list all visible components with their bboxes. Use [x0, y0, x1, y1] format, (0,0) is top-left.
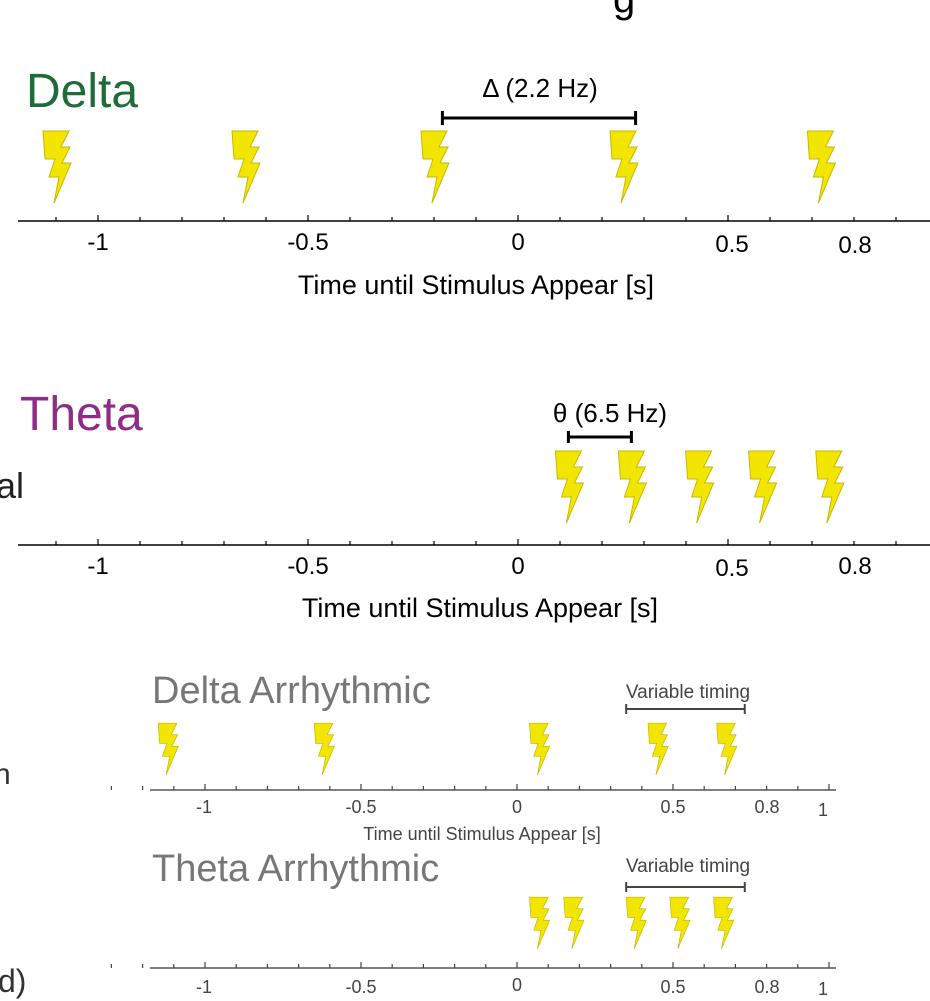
cropped-fragment-d: d) [0, 963, 26, 999]
lightning-bolt-icon [231, 130, 261, 204]
theta-tick-label: -0.5 [287, 553, 328, 580]
delta-tick-label: 0 [511, 229, 524, 256]
lightning-bolt-icon [554, 450, 584, 524]
theta-arrhythmic-tick-label: 0.8 [754, 977, 779, 997]
lightning-bolt-icon [713, 896, 735, 950]
cropped-fragment-n: n [0, 758, 11, 791]
theta-arrhythmic-tick-label: -0.5 [345, 977, 376, 997]
cropped-fragment-top: g [613, 0, 635, 21]
theta-arrhythmic-tick-label: 1 [818, 979, 828, 999]
lightning-bolt-icon [669, 896, 691, 950]
theta-tick-labels: -1 -0.5 0 0.5 0.8 [87, 553, 871, 582]
delta-tick-label: -1 [87, 229, 108, 256]
delta-arrhythmic-bolts [157, 722, 738, 776]
theta-arrhythmic-tick-label: -1 [196, 977, 212, 997]
lightning-bolt-icon [647, 722, 669, 776]
theta-arrhythmic-panel: Theta Arrhythmic Variable timing -1 -0.5… [110, 848, 836, 999]
lightning-bolt-icon [716, 722, 738, 776]
lightning-bolt-icon [313, 722, 335, 776]
lightning-bolt-icon [420, 130, 450, 204]
theta-arrhythmic-axis-ticks [110, 962, 830, 968]
lightning-bolt-icon [563, 896, 585, 950]
delta-arrhythmic-tick-label: 0 [512, 797, 522, 817]
delta-tick-label: -0.5 [287, 229, 328, 256]
theta-bolts [554, 450, 845, 524]
delta-tick-label: 0.8 [838, 232, 871, 259]
delta-interval-label: Δ (2.2 Hz) [482, 73, 598, 103]
lightning-bolt-icon [625, 896, 647, 950]
delta-arrhythmic-tick-label: 0.8 [754, 797, 779, 817]
theta-interval-label: θ (6.5 Hz) [553, 398, 667, 428]
delta-bolts [42, 130, 836, 204]
lightning-bolt-icon [806, 130, 836, 204]
lightning-bolt-icon [529, 722, 551, 776]
delta-arrhythmic-axis-ticks [110, 784, 830, 790]
lightning-bolt-icon [815, 450, 845, 524]
lightning-bolt-icon [157, 722, 179, 776]
delta-tick-labels: -1 -0.5 0 0.5 0.8 [87, 229, 871, 259]
theta-axis-ticks [55, 539, 897, 545]
theta-arrhythmic-interval-label: Variable timing [626, 856, 750, 877]
theta-tick-label: 0 [511, 553, 524, 580]
delta-axis-label: Time until Stimulus Appear [s] [298, 270, 654, 300]
lightning-bolt-icon [529, 896, 551, 950]
lightning-bolt-icon [617, 450, 647, 524]
delta-arrhythmic-tick-label: 1 [818, 800, 828, 820]
theta-arrhythmic-tick-label: 0.5 [660, 977, 685, 997]
delta-title: Delta [26, 65, 138, 118]
cropped-fragment-al: al [0, 465, 24, 506]
delta-arrhythmic-panel: Delta Arrhythmic Variable timing -1 -0.5… [110, 670, 836, 844]
theta-arrhythmic-tick-label: 0 [512, 975, 522, 995]
delta-arrhythmic-tick-label: -1 [196, 797, 212, 817]
delta-arrhythmic-axis-label: Time until Stimulus Appear [s] [363, 824, 600, 844]
theta-arrhythmic-title: Theta Arrhythmic [152, 848, 439, 890]
theta-panel: Theta θ (6.5 Hz) -1 -0.5 0 0.5 0.8 Time … [18, 388, 930, 623]
delta-arrhythmic-title: Delta Arrhythmic [152, 670, 431, 712]
lightning-bolt-icon [748, 450, 778, 524]
lightning-bolt-icon [42, 130, 72, 204]
delta-panel: Delta Δ (2.2 Hz) -1 -0.5 0 0.5 0.8 Time … [18, 65, 930, 300]
theta-axis-label: Time until Stimulus Appear [s] [302, 593, 658, 623]
lightning-bolt-icon [685, 450, 715, 524]
delta-arrhythmic-tick-label: 0.5 [660, 797, 685, 817]
lightning-bolt-icon [609, 130, 639, 204]
delta-axis-ticks [55, 215, 897, 221]
theta-title: Theta [20, 388, 143, 441]
delta-arrhythmic-tick-labels: -1 -0.5 0 0.5 0.8 1 [196, 797, 828, 820]
theta-arrhythmic-bolts [529, 896, 735, 950]
theta-arrhythmic-tick-labels: -1 -0.5 0 0.5 0.8 1 [196, 975, 828, 999]
delta-arrhythmic-interval-label: Variable timing [626, 682, 750, 703]
theta-tick-label: -1 [87, 553, 108, 580]
theta-tick-label: 0.8 [838, 553, 871, 580]
delta-arrhythmic-tick-label: -0.5 [345, 797, 376, 817]
theta-tick-label: 0.5 [715, 555, 748, 582]
delta-tick-label: 0.5 [715, 231, 748, 258]
